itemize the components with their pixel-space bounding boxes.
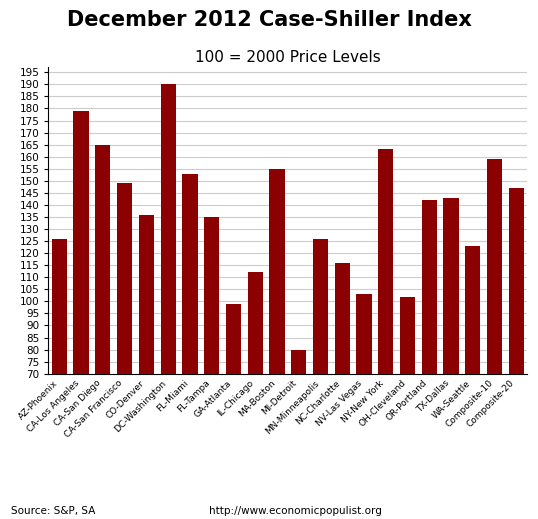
Bar xyxy=(95,145,110,519)
Bar xyxy=(52,239,67,519)
Bar xyxy=(335,263,350,519)
Bar xyxy=(117,183,132,519)
Bar xyxy=(160,85,176,519)
Bar xyxy=(313,239,328,519)
Bar xyxy=(270,169,285,519)
Bar xyxy=(182,173,197,519)
Bar xyxy=(226,304,241,519)
Text: http://www.economicpopulist.org: http://www.economicpopulist.org xyxy=(209,507,383,516)
Text: December 2012 Case-Shiller Index: December 2012 Case-Shiller Index xyxy=(67,10,471,31)
Bar xyxy=(509,188,524,519)
Title: 100 = 2000 Price Levels: 100 = 2000 Price Levels xyxy=(195,50,381,65)
Bar xyxy=(204,217,220,519)
Bar xyxy=(74,111,89,519)
Bar xyxy=(443,198,459,519)
Bar xyxy=(378,149,393,519)
Bar xyxy=(356,294,372,519)
Text: Source: S&P, SA: Source: S&P, SA xyxy=(11,507,95,516)
Bar xyxy=(139,214,154,519)
Bar xyxy=(487,159,502,519)
Bar xyxy=(465,246,480,519)
Bar xyxy=(400,296,415,519)
Bar xyxy=(291,350,306,519)
Bar xyxy=(247,272,263,519)
Bar xyxy=(422,200,437,519)
